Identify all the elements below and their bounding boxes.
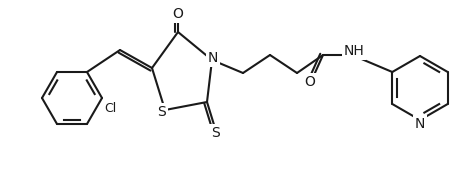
Text: N: N xyxy=(208,51,218,65)
Text: O: O xyxy=(304,75,315,89)
Text: NH: NH xyxy=(343,44,364,58)
Text: N: N xyxy=(415,117,425,131)
Text: Cl: Cl xyxy=(104,101,116,115)
Text: S: S xyxy=(158,105,166,119)
Text: O: O xyxy=(172,7,183,21)
Text: S: S xyxy=(210,126,219,140)
